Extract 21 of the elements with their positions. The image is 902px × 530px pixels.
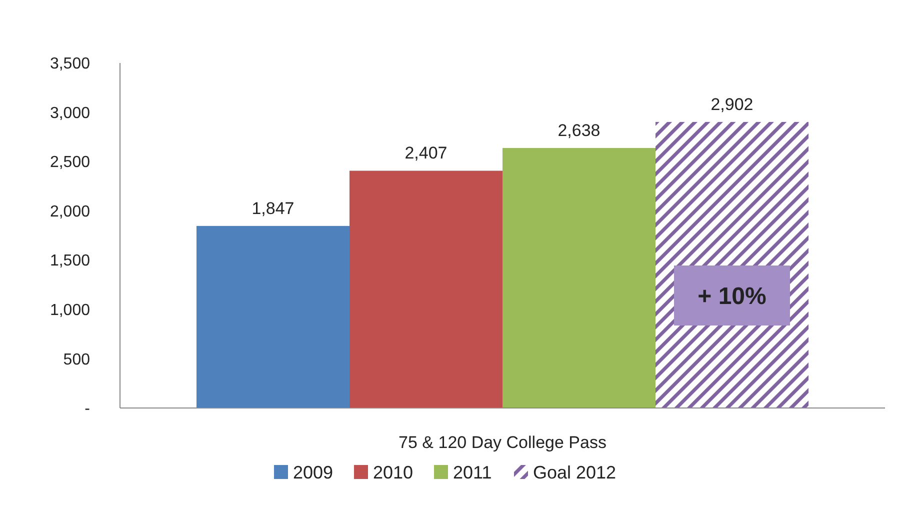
y-tick-label: 2,500 [50, 154, 90, 172]
legend-label: 2010 [373, 462, 414, 482]
y-tick-label: - [84, 400, 90, 418]
data-label: 2,407 [404, 144, 448, 163]
y-tick-label: 500 [63, 351, 90, 368]
y-tick-label: 1,000 [50, 302, 90, 320]
bar [350, 170, 502, 408]
legend-label: Goal 2012 [533, 462, 616, 482]
y-tick-label: 1,500 [50, 252, 90, 270]
y-tick-label: 3,000 [50, 104, 90, 122]
y-tick-label: 3,500 [50, 56, 90, 73]
x-tick-label: 75 & 120 Day College Pass [398, 433, 606, 452]
bar [502, 148, 656, 408]
data-label: 2,638 [558, 120, 600, 140]
bar [196, 226, 350, 408]
y-tick-label: 2,000 [50, 203, 90, 220]
data-label: 1,847 [252, 198, 294, 218]
annotation: + 10% [698, 282, 766, 310]
legend-label: 2011 [453, 462, 492, 482]
legend-label: 2009 [293, 462, 334, 482]
data-label: 2,902 [710, 94, 754, 114]
